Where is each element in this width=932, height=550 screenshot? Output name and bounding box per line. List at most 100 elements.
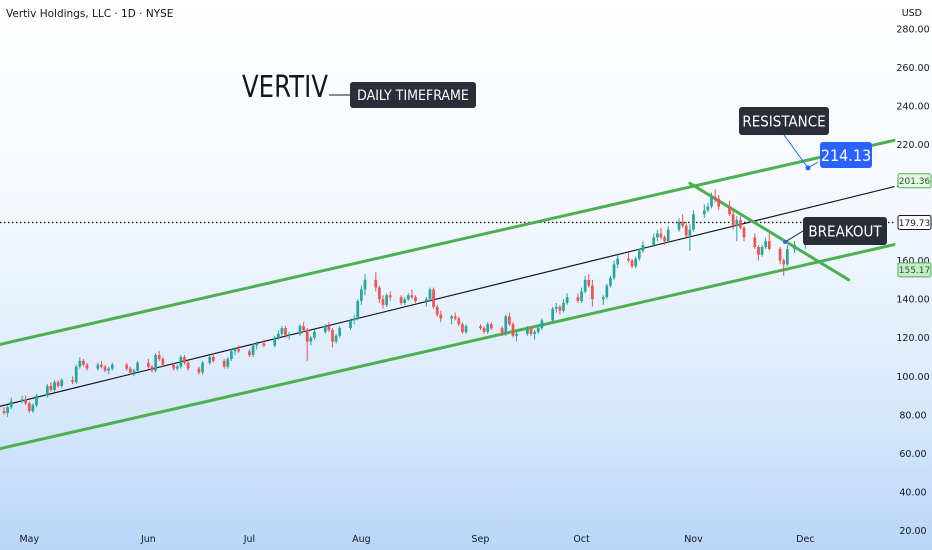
- candle-body: [378, 287, 381, 300]
- candle-body: [110, 364, 114, 369]
- candle-body: [136, 362, 139, 371]
- candle-body: [634, 258, 638, 267]
- candle-body: [637, 250, 641, 259]
- vertiv-title[interactable]: VERTIV: [242, 70, 328, 105]
- candle-body: [313, 331, 316, 338]
- candle-body: [27, 403, 31, 412]
- candle-body: [96, 364, 100, 369]
- candle-body: [580, 291, 583, 302]
- candle-body: [663, 237, 666, 242]
- candle-body: [587, 279, 591, 286]
- candle-body: [302, 326, 305, 330]
- candle-body: [334, 335, 338, 342]
- candle-body: [666, 229, 670, 242]
- target-pointer: [807, 161, 819, 169]
- candle-body: [20, 399, 24, 402]
- trendline-mid-trend[interactable]: [0, 186, 895, 407]
- candle-body: [388, 295, 392, 298]
- y-tick-label: 100.00: [896, 372, 929, 383]
- candle-body: [276, 333, 280, 338]
- breakout-pointer: [784, 230, 804, 243]
- candle-body: [536, 328, 540, 332]
- candle-body: [739, 220, 742, 228]
- candle-body: [338, 328, 342, 336]
- resistance-label[interactable]: RESISTANCE: [742, 112, 825, 130]
- trendline-lower-channel[interactable]: [0, 243, 896, 451]
- candle-body: [9, 401, 13, 408]
- candle-body: [616, 258, 620, 265]
- symbol-title[interactable]: Vertiv Holdings, LLC · 1D · NYSE: [6, 8, 174, 20]
- candle-body: [767, 241, 771, 249]
- candle-body: [692, 214, 695, 230]
- x-tick-label: May: [19, 534, 39, 545]
- candle-body: [562, 302, 565, 311]
- candle-body: [374, 279, 378, 288]
- candle-body: [681, 221, 684, 226]
- candle-body: [414, 297, 417, 302]
- candle-body: [255, 343, 259, 346]
- resistance-pointer: [783, 134, 809, 169]
- candle-body: [558, 306, 562, 311]
- candle-body: [702, 210, 706, 215]
- candle-body: [486, 324, 490, 332]
- candle-body: [529, 328, 533, 334]
- candle-body: [125, 364, 129, 369]
- candle-body: [31, 405, 35, 412]
- candle-body: [222, 360, 226, 367]
- x-tick-label: Jul: [243, 534, 255, 545]
- candle-body: [753, 237, 757, 248]
- trendline-descending-resistance[interactable]: [688, 181, 851, 282]
- candle-body: [82, 360, 85, 365]
- candle-body: [406, 295, 410, 300]
- x-tick-label: Nov: [684, 534, 703, 545]
- candle-body: [757, 247, 760, 255]
- candle-body: [132, 370, 136, 373]
- candle-body: [717, 198, 721, 207]
- breakout-label-box[interactable]: [803, 217, 887, 245]
- candle-body: [713, 196, 717, 199]
- resistance-label-box[interactable]: [739, 107, 829, 135]
- daily-timeframe-label[interactable]: DAILY TIMEFRAME: [357, 88, 469, 104]
- trendline-upper-channel[interactable]: [0, 138, 896, 346]
- candle-body: [731, 214, 735, 226]
- currency-label[interactable]: USD: [901, 8, 922, 19]
- candle-body: [439, 314, 443, 319]
- candle-body: [540, 320, 544, 329]
- candle-body: [410, 295, 414, 298]
- price-tag-label: 155.17: [899, 266, 931, 276]
- candle-body: [677, 221, 681, 230]
- candle-body: [735, 220, 739, 226]
- y-tick-label: 280.00: [896, 24, 929, 35]
- candle-body: [526, 328, 529, 334]
- candle-body: [363, 279, 367, 290]
- price-tag: [897, 173, 932, 189]
- candle-body: [565, 297, 569, 303]
- candle-body: [450, 316, 453, 319]
- candle-body: [609, 277, 612, 286]
- candle-body: [53, 382, 56, 390]
- target-price-label-box[interactable]: [820, 142, 872, 168]
- y-tick-label: 260.00: [896, 63, 929, 74]
- breakout-label[interactable]: BREAKOUT: [808, 222, 882, 240]
- candle-body: [85, 364, 89, 369]
- candle-body: [764, 241, 768, 248]
- candle-body: [385, 295, 388, 305]
- candle-body: [331, 330, 334, 342]
- y-tick-label: 140.00: [896, 295, 929, 306]
- candle-body: [793, 245, 796, 249]
- candle-body: [630, 260, 634, 267]
- candle-body: [457, 318, 461, 325]
- candle-body: [684, 225, 688, 236]
- candle-body: [6, 407, 9, 413]
- candle-body: [601, 297, 605, 300]
- daily-timeframe-label-box[interactable]: [350, 82, 476, 108]
- y-tick-label: 80.00: [899, 410, 926, 421]
- target-price-label[interactable]: 214.13: [821, 146, 871, 165]
- candle-body: [591, 285, 594, 300]
- candle-body: [71, 380, 74, 383]
- candle-body: [652, 237, 656, 246]
- x-tick-label: Oct: [573, 534, 590, 545]
- candle-body: [212, 357, 215, 361]
- candle-body: [262, 343, 266, 346]
- candle-body: [688, 229, 692, 236]
